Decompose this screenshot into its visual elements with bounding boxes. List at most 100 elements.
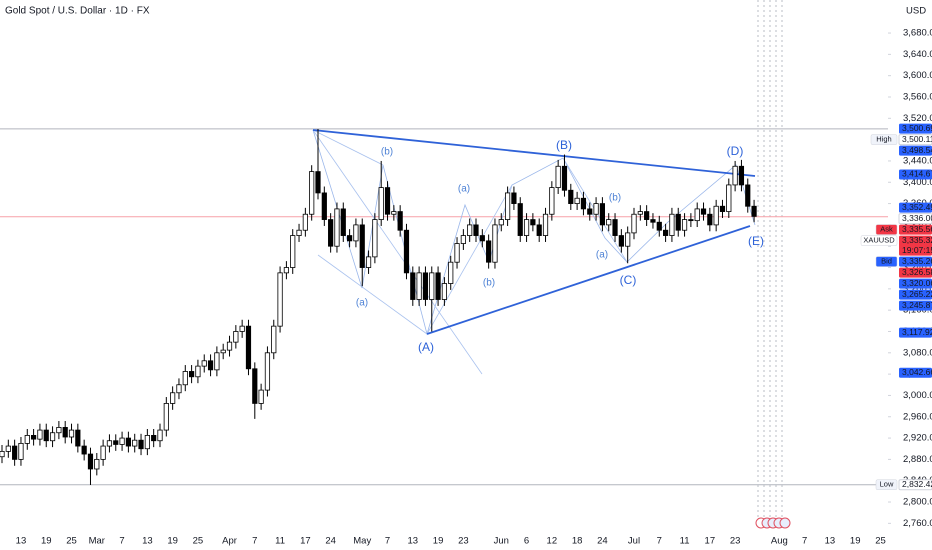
- candle-body: [264, 352, 271, 391]
- candle-body: [214, 352, 220, 371]
- candle-body: [252, 368, 258, 404]
- x-tick-label: 24: [325, 536, 336, 547]
- x-tick-label: 13: [408, 536, 419, 547]
- x-tick-label: May: [353, 536, 371, 547]
- candle-body: [353, 224, 359, 242]
- candle-body: [144, 435, 150, 450]
- candle-body: [220, 349, 226, 354]
- price-badge: [898, 134, 932, 146]
- price-badge: [898, 479, 932, 491]
- candle-body: [119, 437, 125, 445]
- x-tick-label: 23: [458, 536, 469, 547]
- x-tick-label: 23: [730, 536, 741, 547]
- x-tick-label: Mar: [89, 536, 105, 547]
- candle-body: [555, 165, 561, 188]
- y-tick-label: 3,520.00: [903, 113, 932, 124]
- candle-body: [454, 243, 460, 263]
- candle-body: [182, 371, 188, 386]
- candle-body: [56, 427, 62, 434]
- candle-body: [732, 165, 738, 186]
- candle-body: [700, 208, 707, 215]
- price-badge: [899, 202, 932, 213]
- price-tag-label: XAUUSD: [863, 236, 895, 245]
- candle-body: [625, 232, 631, 247]
- price-badge: [899, 145, 932, 156]
- candle-body: [492, 224, 498, 263]
- candle-body: [125, 437, 131, 447]
- price-badge-label: 3,320.06: [902, 278, 932, 288]
- candle-body: [511, 192, 517, 204]
- price-tag: [875, 479, 898, 490]
- y-tick-label: 2,880.00: [903, 454, 932, 465]
- currency-label: USD: [906, 6, 926, 17]
- x-tick-label: 13: [825, 536, 836, 547]
- wave-label: (B): [556, 138, 572, 152]
- candle-body: [5, 445, 11, 452]
- candle-body: [574, 197, 580, 204]
- candle-body: [233, 331, 239, 343]
- x-tick-label: 7: [252, 536, 257, 547]
- candle-body: [738, 165, 745, 186]
- x-tick-label: 17: [300, 536, 311, 547]
- candle-body: [669, 213, 675, 236]
- x-tick-label: Aug: [771, 536, 788, 547]
- candle-body: [656, 221, 662, 231]
- candle-body: [18, 442, 24, 460]
- candle-body: [378, 187, 384, 220]
- candle-body: [132, 439, 138, 447]
- candle-body: [106, 440, 113, 447]
- candle-body: [170, 392, 176, 404]
- candle-body: [517, 203, 523, 236]
- wave-label: (D): [727, 144, 744, 158]
- upper-trendline: [312, 129, 756, 177]
- candle-body: [467, 224, 473, 236]
- wave-drawing: [312, 129, 756, 375]
- y-tick-label: 3,000.00: [903, 390, 932, 401]
- y-tick-label: 3,560.00: [903, 92, 932, 103]
- candle-body: [498, 219, 504, 226]
- candle-body: [713, 205, 719, 226]
- candle-body: [195, 365, 201, 378]
- candle-body: [397, 211, 403, 231]
- x-tick-label: 11: [275, 536, 285, 547]
- candle-body: [49, 432, 56, 442]
- candle-body: [163, 403, 169, 431]
- price-tag: [875, 256, 898, 267]
- candle-body: [435, 272, 441, 300]
- candle-body: [618, 235, 624, 247]
- candle-body: [62, 427, 68, 438]
- candle-body: [612, 219, 618, 236]
- fan-line: [426, 184, 513, 335]
- candle-body: [448, 261, 454, 284]
- candle-body: [561, 165, 568, 191]
- x-tick-label: 12: [547, 536, 558, 547]
- candle-body: [593, 203, 599, 215]
- price-badge-label: 3,500.11: [902, 134, 932, 144]
- candle-body: [479, 235, 485, 242]
- x-tick-label: Jun: [494, 536, 509, 547]
- candle-body: [372, 219, 378, 258]
- candle-body: [81, 445, 87, 455]
- x-tick-label: 19: [167, 536, 178, 547]
- candle-body: [707, 213, 713, 226]
- candle-body: [650, 219, 656, 223]
- candle-body: [549, 187, 555, 215]
- candle-body: [719, 205, 726, 212]
- wave-labels: (b) (a) (A) (a) (b) (B) (b) (a) (C) (D) (E): [356, 138, 764, 354]
- candle-body: [688, 219, 694, 222]
- candle-body: [315, 171, 321, 194]
- x-tick-label: Apr: [222, 536, 237, 547]
- wave-label: (b): [381, 147, 393, 158]
- candle-body: [536, 224, 542, 236]
- candle-body: [504, 192, 511, 220]
- candle-body: [384, 187, 391, 215]
- price-badge-label: 3,414.67: [902, 169, 932, 179]
- candle-body: [606, 219, 612, 226]
- event-icon[interactable]: [779, 517, 791, 529]
- candle-body: [637, 211, 643, 215]
- price-badge-label: 3,117.92: [902, 327, 932, 337]
- wave-label: (a): [458, 184, 470, 195]
- x-tick-label: 7: [385, 536, 390, 547]
